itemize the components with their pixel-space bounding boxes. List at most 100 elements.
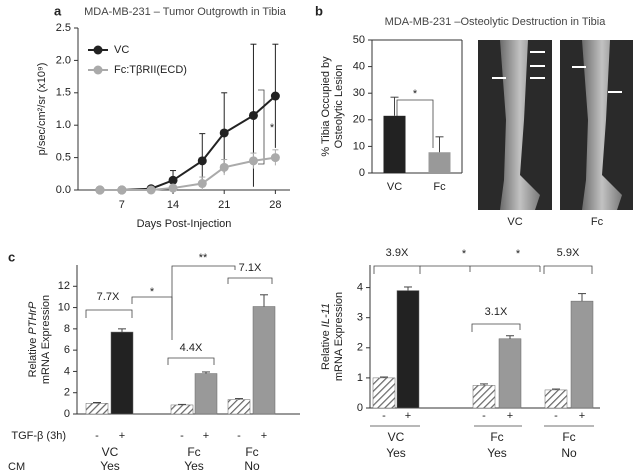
bar [85,403,109,415]
y-tick-label: 12 [58,280,70,292]
bar [383,115,406,173]
bar [252,306,276,415]
y-tick-label: 3 [357,312,363,324]
y-axis-label: Relative IL-11mRNA Expression [320,292,345,381]
annotation: * [270,122,275,134]
panel-label: c [8,249,15,264]
chart-title: MDA-MB-231 – Tumor Outgrowth in Tibia [84,6,287,18]
y-axis-label-gene: PTHrP [27,301,39,335]
legend-label: VC [114,44,129,56]
annotation: 5.9X [557,247,580,259]
annotation: 7.7X [97,291,120,303]
y-tick-label: 0 [64,408,70,420]
x-tick-label: 21 [218,199,230,211]
cell-label: VC [102,445,119,459]
cm-label: Yes [100,459,120,470]
y-axis-label-prefix: Relative [320,327,332,370]
marker [95,185,105,195]
y-tick-label: 4 [357,281,363,293]
cm-label: No [561,446,577,460]
bar [194,373,218,415]
marker [219,128,229,138]
marker [248,156,258,166]
y-tick-label: 0 [359,167,365,179]
y-tick-label: 10 [58,301,70,313]
y-tick-label: 2 [357,342,363,354]
y-tick-label: 0 [357,402,363,414]
y-tick-label: 50 [353,34,365,46]
y-tick-label: 4 [64,365,70,377]
y-axis-label-line: Osteolytic Lesion [333,65,345,149]
x-tick-label: VC [387,181,402,193]
annotation: 3.1X [485,306,508,318]
treatment-label: - [382,410,386,422]
y-tick-label: 2 [64,387,70,399]
marker [168,175,178,185]
cell-label: Fc [562,430,575,444]
bar [170,404,194,415]
y-axis-label-line: mRNA Expression [40,295,52,384]
treatment-label: + [203,430,209,442]
y-axis-label-line: % Tibia Occupied by [320,56,332,157]
cm-label: No [244,459,260,470]
treatment-label: - [95,430,99,442]
bar [472,385,496,409]
y-tick-label: 10 [353,140,365,152]
bar [570,300,594,409]
bar [544,389,568,409]
x-axis-label: Days Post-Injection [137,218,232,230]
brackets [85,89,594,427]
bar [110,331,134,415]
cell-label: Fc [187,445,200,459]
annotation: * [516,248,521,260]
cm-label: Yes [487,446,507,460]
y-axis-label: p/sec/cm²/sr (x10⁹) [36,63,48,156]
chart-title: MDA-MB-231 –Osteolytic Destruction in Ti… [385,16,607,28]
y-axis-label: Relative PTHrPmRNA Expression [27,295,52,384]
legend-label: Fc:TβRII(ECD) [114,64,187,76]
bar [396,290,420,409]
y-tick-label: 1.5 [56,87,71,99]
cm-label: Yes [386,446,406,460]
annotation: 4.4X [180,342,203,354]
treatment-label: + [119,430,125,442]
series-line [99,156,276,191]
x-tick-label: 28 [269,199,281,211]
treatment-label: - [237,430,241,442]
cell-label: VC [388,430,405,444]
annotation: ** [199,252,208,264]
marker [168,183,178,193]
y-tick-label: 1 [357,372,363,384]
bar [428,152,451,173]
annotation: * [150,286,155,298]
y-tick-label: 30 [353,87,365,99]
row-label: CM [8,461,25,470]
image-label: Fc [591,216,604,228]
y-tick-label: 6 [64,344,70,356]
panel-label: a [54,3,62,18]
treatment-label: - [482,410,486,422]
y-axis-label-prefix: Relative [27,335,39,378]
marker [270,91,280,101]
x-tick-label: 7 [119,199,125,211]
marker [197,179,207,189]
series-line [99,95,277,191]
y-tick-label: 40 [353,61,365,73]
y-tick-label: 2.5 [56,22,71,34]
marker [270,153,280,163]
y-axis-label-line: mRNA Expression [333,292,345,381]
marker [146,185,156,195]
y-tick-label: 2.0 [56,54,71,66]
marker [117,185,127,195]
treatment-label: + [579,410,585,422]
bar [372,377,396,409]
cell-label: Fc [245,445,258,459]
annotation: 3.9X [386,247,409,259]
treatment-label: - [554,410,558,422]
x-tick-label: Fc [433,181,446,193]
panel-label: b [315,3,323,18]
marker [197,156,207,166]
y-axis-label: % Tibia Occupied byOsteolytic Lesion [320,56,345,157]
annotation: * [413,88,418,100]
